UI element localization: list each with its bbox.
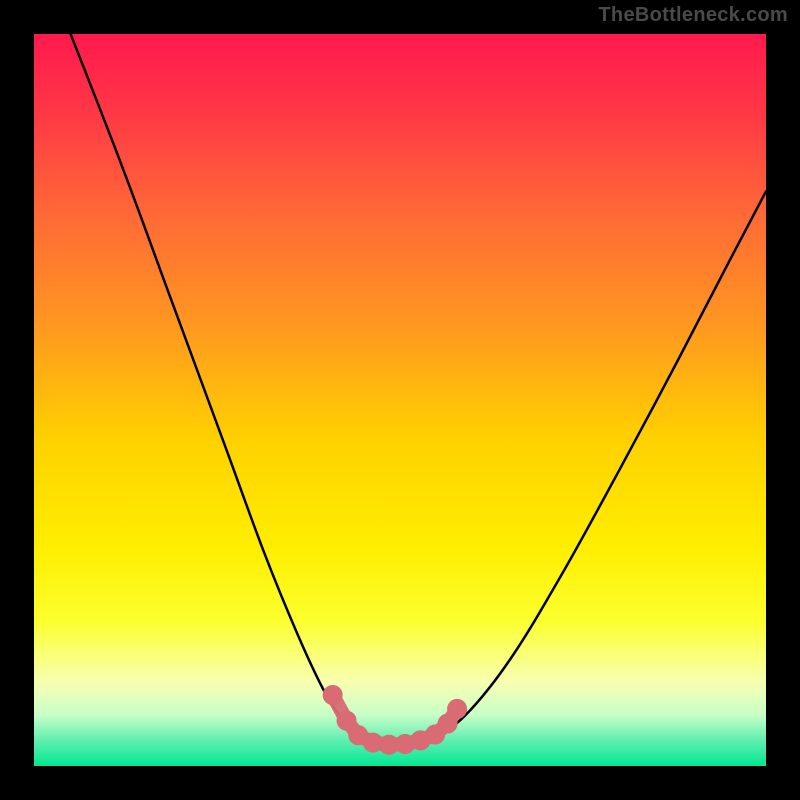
valley-marker-dot [448,700,466,718]
valley-marker-dot [364,734,382,752]
chart-container: { "watermark": { "text": "TheBottleneck.… [0,0,800,800]
bottleneck-chart [0,0,800,800]
valley-marker-dot [324,686,342,704]
watermark-text: TheBottleneck.com [598,4,788,27]
